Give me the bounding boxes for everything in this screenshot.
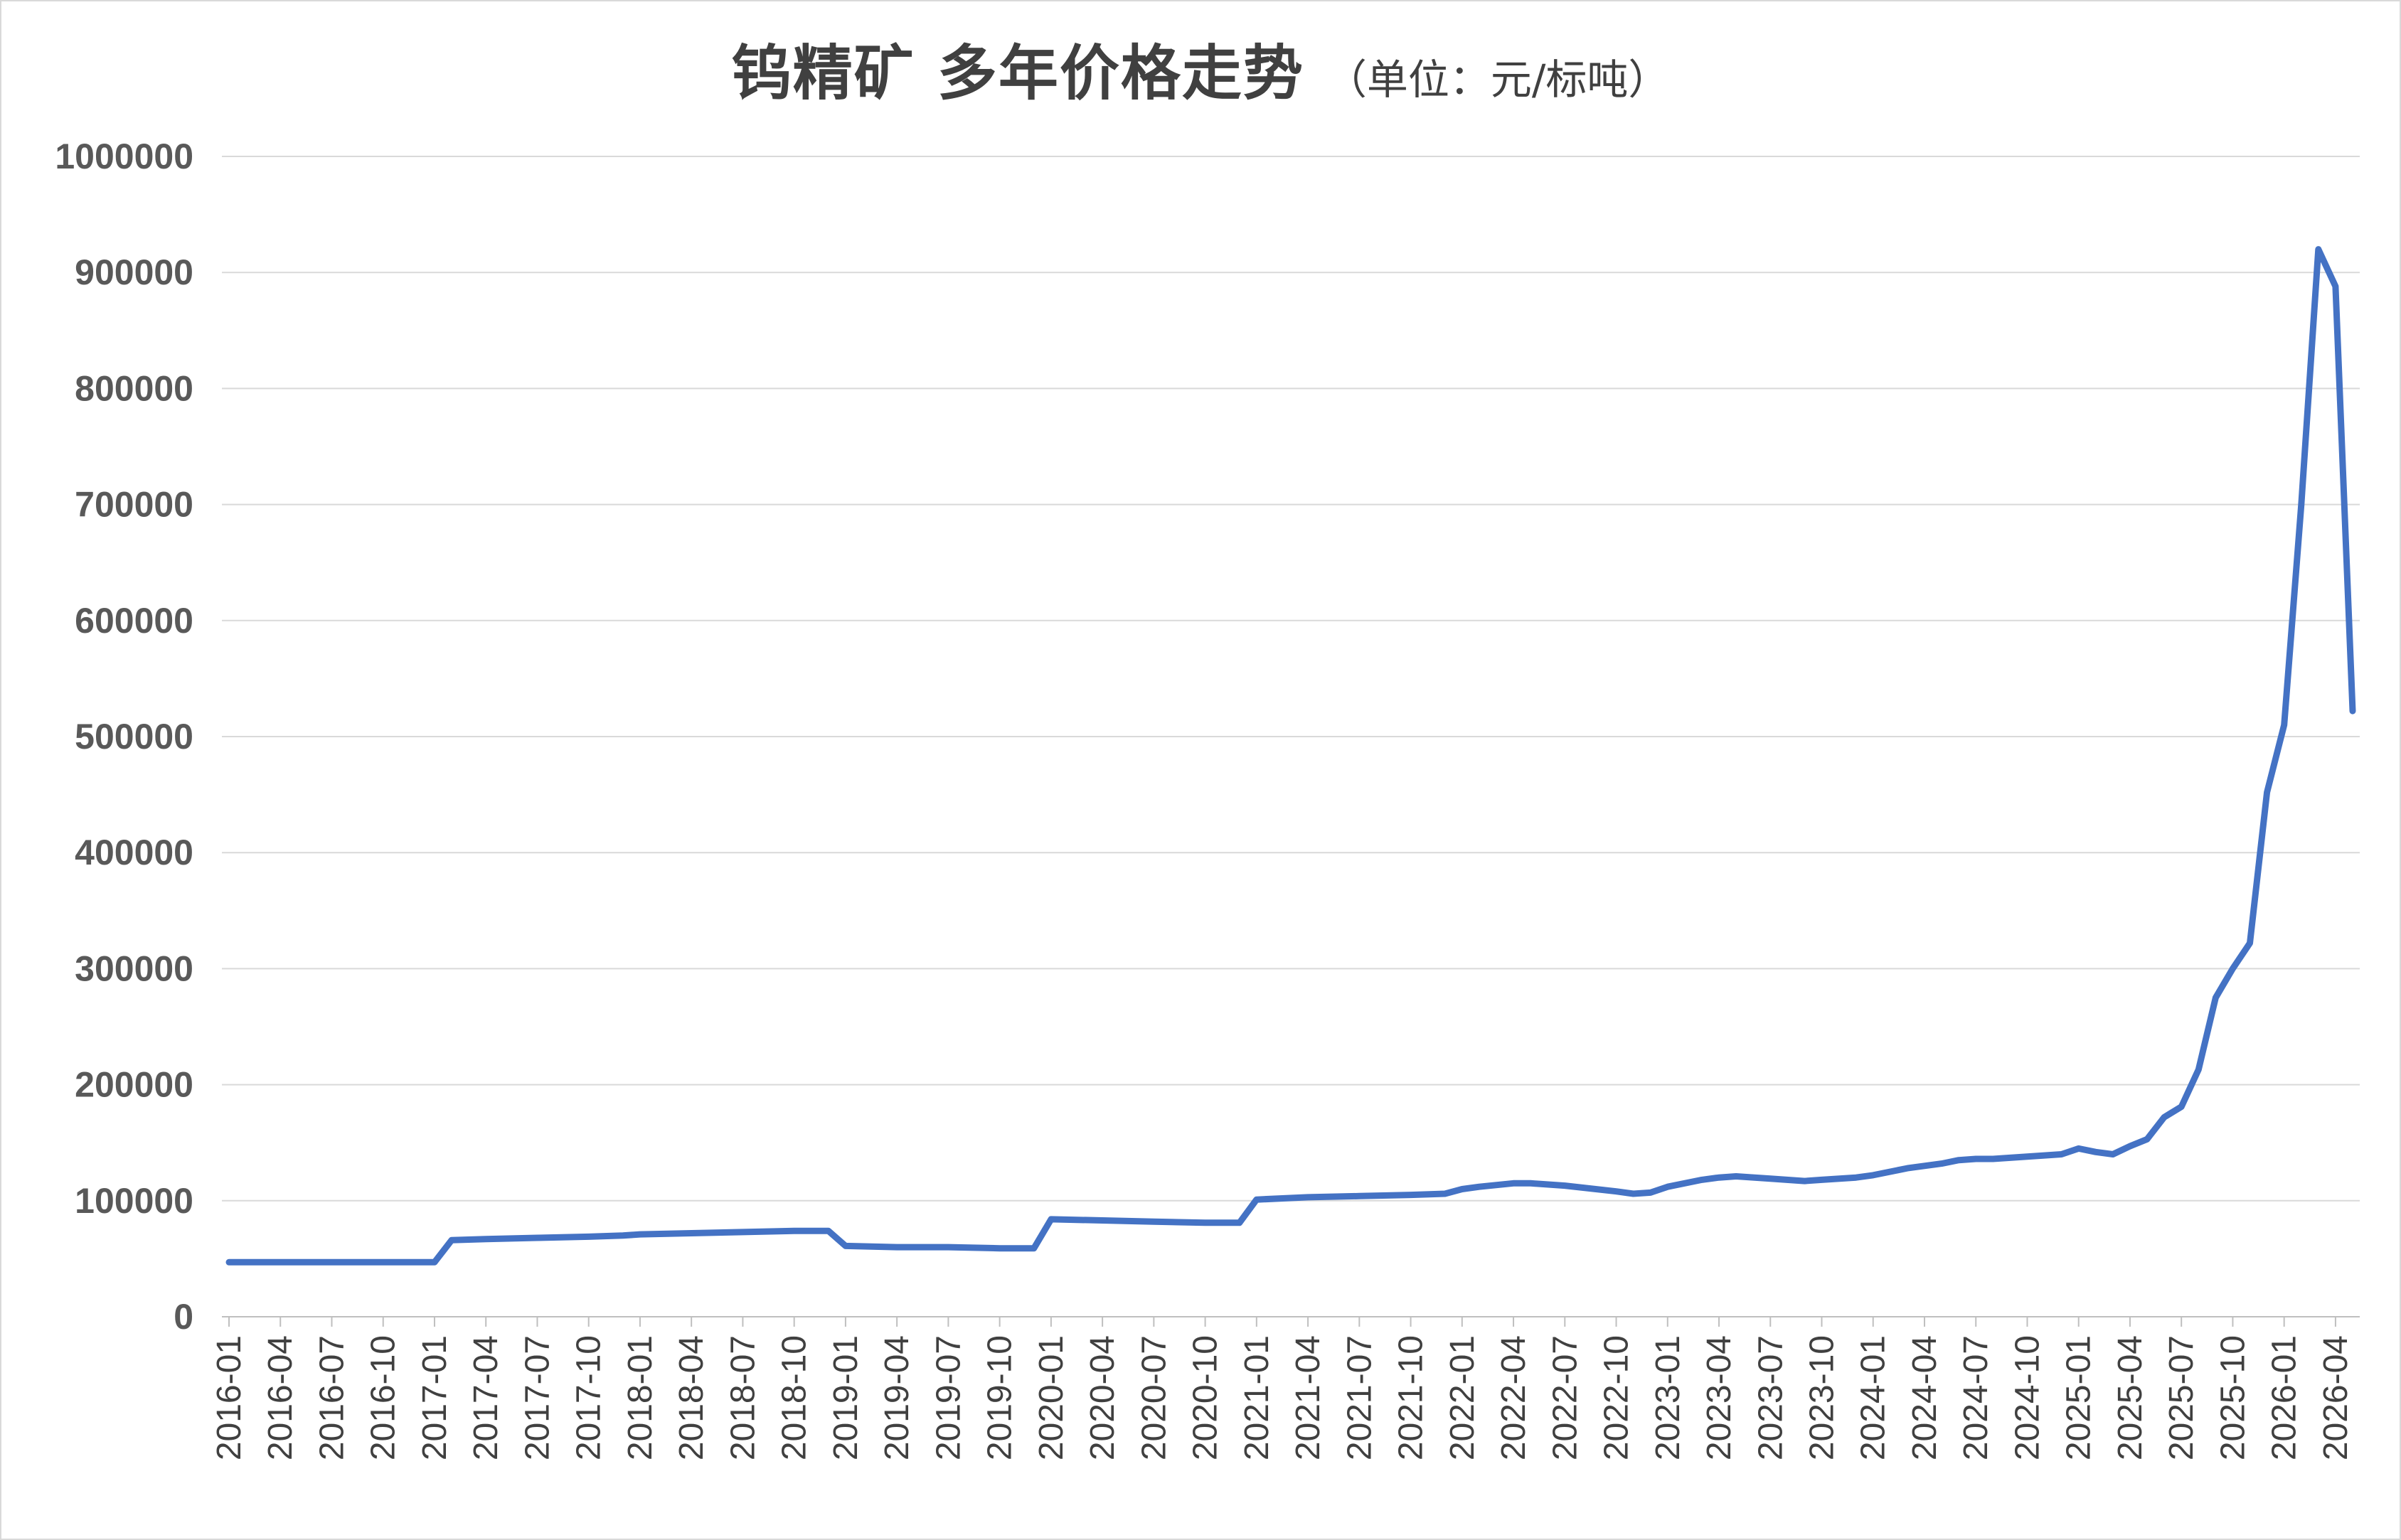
x-tick-label: 2021-07 (1341, 1335, 1378, 1460)
x-tick-label: 2025-07 (2163, 1335, 2200, 1460)
x-tick-label: 2020-07 (1135, 1335, 1173, 1460)
chart-title-main: 钨精矿 多年价格走势 (731, 38, 1304, 108)
y-tick-label: 900000 (75, 252, 193, 292)
x-tick-label: 2024-01 (1855, 1335, 1892, 1460)
y-tick-label: 300000 (75, 948, 193, 988)
x-tick-label: 2017-01 (416, 1335, 454, 1460)
x-tick-label: 2023-07 (1752, 1335, 1789, 1460)
x-tick-label: 2025-01 (2060, 1335, 2098, 1460)
y-tick-label: 200000 (75, 1065, 193, 1105)
x-tick-label: 2016-01 (211, 1335, 248, 1460)
y-tick-label: 800000 (75, 368, 193, 408)
x-tick-label: 2021-04 (1289, 1335, 1327, 1460)
gridlines (222, 156, 2360, 1202)
x-tick-label: 2019-07 (930, 1335, 967, 1460)
x-tick-label: 2022-01 (1444, 1335, 1481, 1460)
x-tick-label: 2024-04 (1906, 1335, 1944, 1460)
y-tick-label: 0 (174, 1297, 193, 1337)
x-tick-label: 2026-04 (2317, 1335, 2355, 1460)
x-tick-label: 2017-04 (467, 1335, 505, 1460)
x-tick-label: 2017-10 (570, 1335, 608, 1460)
x-tick-label: 2022-04 (1495, 1335, 1533, 1460)
x-tick-label: 2019-01 (827, 1335, 865, 1460)
x-tick-label: 2018-07 (724, 1335, 762, 1460)
x-tick-label: 2023-01 (1649, 1335, 1687, 1460)
x-tick-label: 2024-10 (2008, 1335, 2046, 1460)
y-axis-ticks: 0 100000 200000 300000 400000 500000 600000 700… (55, 137, 193, 1337)
chart-title-unit: （单位：元/标吨） (1325, 55, 1670, 104)
y-tick-label: 1000000 (55, 137, 193, 176)
x-tick-label: 2023-10 (1804, 1335, 1841, 1460)
y-tick-label: 400000 (75, 833, 193, 872)
x-tick-label: 2018-04 (673, 1335, 710, 1460)
x-tick-label: 2020-10 (1187, 1335, 1225, 1460)
x-tick-label: 2016-10 (365, 1335, 403, 1460)
x-tick-label: 2020-04 (1084, 1335, 1122, 1460)
x-tick-label: 2026-01 (2266, 1335, 2304, 1460)
chart-title: 钨精矿 多年价格走势 （单位：元/标吨） (0, 26, 2401, 111)
y-tick-label: 100000 (75, 1181, 193, 1221)
x-tick-label: 2021-10 (1393, 1335, 1430, 1460)
y-tick-label: 700000 (75, 485, 193, 525)
x-tick-label: 2021-01 (1238, 1335, 1276, 1460)
x-tick-label: 2020-01 (1033, 1335, 1070, 1460)
x-tick-label: 2022-10 (1598, 1335, 1636, 1460)
x-tick-label: 2023-04 (1700, 1335, 1738, 1460)
x-tick-label: 2018-10 (776, 1335, 814, 1460)
x-axis-ticks: 2016-01 2016-04 2016-07 2016-10 2017-01 2017-… (211, 1317, 2355, 1460)
x-tick-label: 2019-10 (981, 1335, 1019, 1460)
x-tick-label: 2019-04 (878, 1335, 916, 1460)
x-tick-label: 2024-07 (1957, 1335, 1995, 1460)
y-tick-label: 600000 (75, 601, 193, 641)
y-tick-label: 500000 (75, 717, 193, 756)
x-tick-label: 2025-04 (2112, 1335, 2149, 1460)
x-tick-label: 2017-07 (518, 1335, 556, 1460)
x-tick-label: 2016-04 (262, 1335, 299, 1460)
x-tick-label: 2025-10 (2214, 1335, 2252, 1460)
price-series-line (225, 246, 2356, 1266)
x-tick-label: 2016-07 (313, 1335, 351, 1460)
x-tick-label: 2018-01 (622, 1335, 659, 1460)
x-tick-label: 2022-07 (1546, 1335, 1584, 1460)
